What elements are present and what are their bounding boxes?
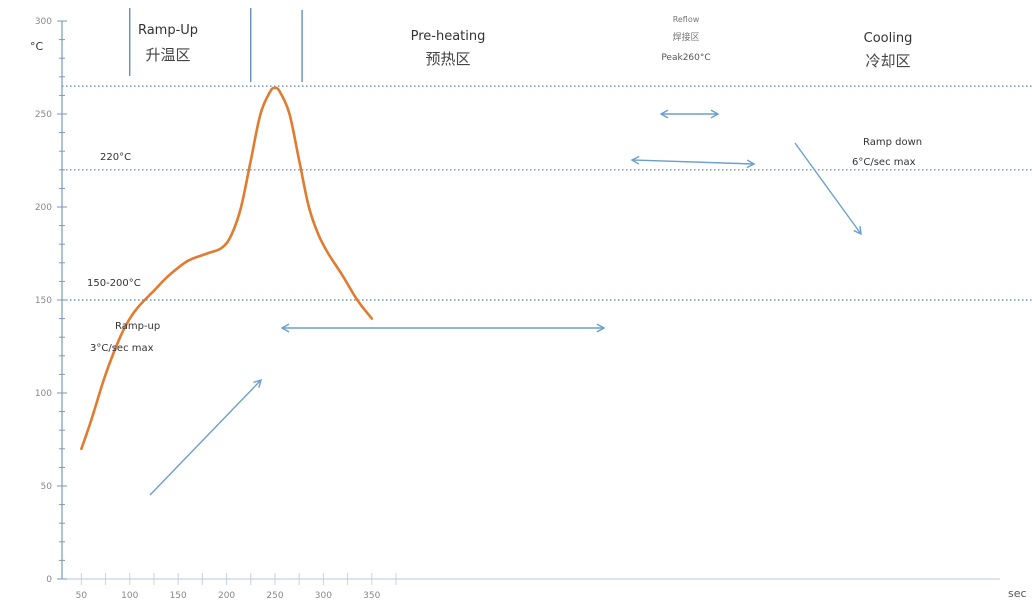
zone-reflow-cn: 焊接区 xyxy=(672,31,699,43)
ramp-down-label-2: 6°C/sec max xyxy=(852,157,916,168)
y-tick-label: 0 xyxy=(46,575,52,585)
ramp-up-label-2: 3°C/sec max xyxy=(90,343,154,354)
zone-reflow-peak: Peak260°C xyxy=(661,53,710,63)
ramp-down-label-1: Ramp down xyxy=(863,137,922,148)
y-tick-label: 300 xyxy=(35,17,52,27)
ramp-down-arrow-head xyxy=(853,225,862,236)
peak-time-arrow-head-end xyxy=(710,109,720,119)
ref-label-150-200: 150-200°C xyxy=(87,278,141,289)
x-tick-label: 100 xyxy=(121,591,138,601)
temperature-curve-0 xyxy=(80,86,374,451)
x-tick-label: 150 xyxy=(170,591,187,601)
y-tick-label: 50 xyxy=(41,482,53,492)
preheat-duration-arrow-head-end xyxy=(596,323,606,333)
annotation-arrows xyxy=(149,109,862,496)
x-axis-label: sec xyxy=(1008,587,1027,600)
ramp-up-arrow xyxy=(149,379,262,496)
peak-time-arrow-head-start xyxy=(659,109,669,119)
x-tick-label: 50 xyxy=(76,591,88,601)
x-tick-label: 300 xyxy=(315,591,332,601)
ramp-up-label-1: Ramp-up xyxy=(115,321,160,332)
zone-reflow-title: Reflow xyxy=(673,15,700,24)
axes: 0 50 100 150 200 250 300 50 100 150 200 250 300 350 xyxy=(35,17,1000,601)
ramp-down-arrow xyxy=(794,142,862,235)
zone-cooling-cn: 冷却区 xyxy=(865,52,910,70)
zone-dividers xyxy=(129,6,303,82)
ref-label-220: 220°C xyxy=(100,152,131,163)
y-tick-label: 250 xyxy=(35,110,52,120)
zone-rampup-title: Ramp-Up xyxy=(138,23,198,38)
reference-lines xyxy=(62,85,1032,301)
y-tick-label: 100 xyxy=(35,389,52,399)
x-tick-label: 200 xyxy=(218,591,235,601)
preheat-duration-arrow-head-start xyxy=(280,323,290,333)
zone-preheating-title: Pre-heating xyxy=(411,29,486,44)
zone-rampup-cn: 升温区 xyxy=(145,46,190,64)
x-tick-label: 350 xyxy=(363,591,380,601)
zone-preheating-cn: 预热区 xyxy=(425,50,470,68)
ramp-up-arrow-head xyxy=(253,378,263,388)
series-layer xyxy=(80,86,374,451)
reflow-time-arrow-head-end xyxy=(746,159,756,169)
reflow-time-arrow xyxy=(631,159,755,165)
x-tick-label: 250 xyxy=(266,591,283,601)
y-tick-label: 150 xyxy=(35,296,52,306)
y-axis-label: °C xyxy=(30,40,44,53)
reflow-time-arrow-head-start xyxy=(630,155,640,165)
zone-cooling-title: Cooling xyxy=(864,31,913,46)
y-tick-label: 200 xyxy=(35,203,52,213)
